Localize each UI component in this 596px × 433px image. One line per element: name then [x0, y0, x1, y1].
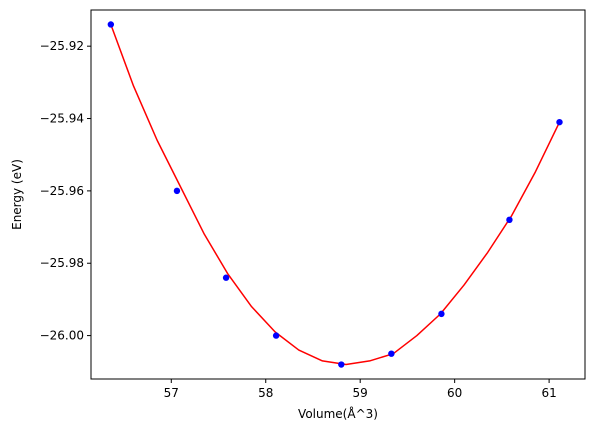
y-axis-label: Energy (eV)	[10, 159, 24, 230]
fit-curve-layer	[110, 24, 561, 366]
x-tick-label: 59	[353, 386, 368, 400]
x-axis-ticks: 57 58 59 60 61	[164, 379, 557, 400]
data-point	[173, 187, 181, 195]
y-tick-label: −25.96	[40, 184, 84, 198]
x-tick-label: 58	[258, 386, 273, 400]
data-point	[556, 118, 563, 126]
plot-frame	[90, 9, 586, 380]
y-tick-label: −26.00	[40, 329, 84, 343]
data-point	[338, 361, 345, 368]
y-tick-label: −25.98	[40, 256, 84, 270]
data-point	[222, 274, 230, 281]
y-tick-label: −25.92	[40, 39, 84, 53]
x-tick-label: 61	[541, 386, 556, 400]
x-tick-label: 57	[164, 386, 179, 400]
data-point	[438, 310, 445, 318]
data-point	[272, 332, 280, 339]
fit-curve-line	[110, 24, 561, 366]
x-tick-label: 60	[447, 386, 462, 400]
y-axis-ticks: −25.92 −25.94 −25.96 −25.98 −26.00	[40, 39, 91, 343]
data-points-layer	[107, 21, 563, 368]
data-point	[107, 21, 115, 28]
x-axis-label: Volume(Å^3)	[298, 406, 378, 421]
data-point	[506, 216, 513, 224]
data-point	[388, 350, 395, 357]
y-tick-label: −25.94	[40, 112, 84, 126]
